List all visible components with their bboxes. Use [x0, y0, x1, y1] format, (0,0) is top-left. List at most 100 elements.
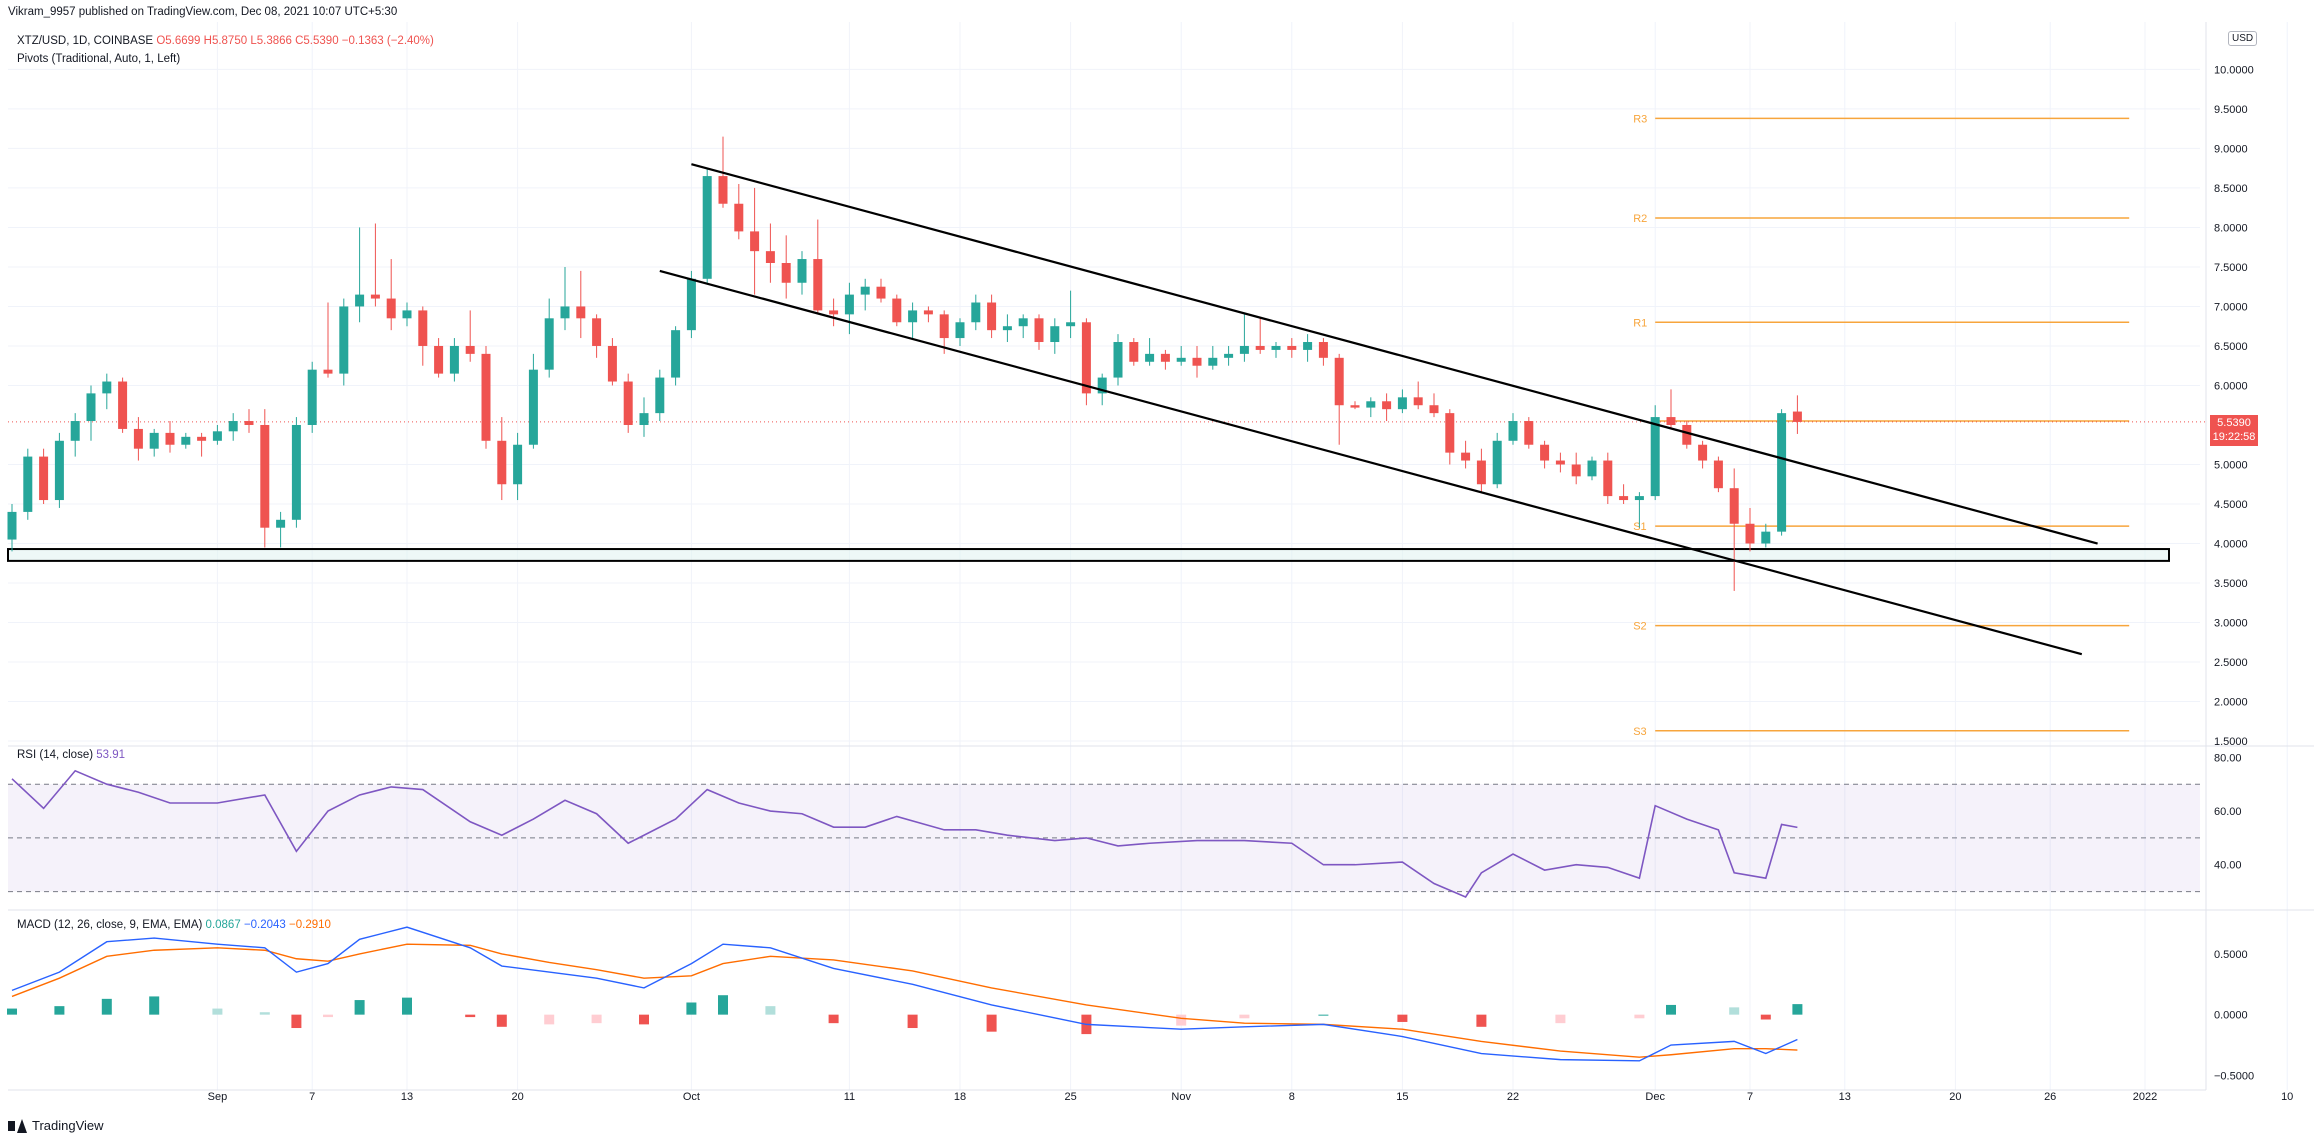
- candle: [1255, 318, 1265, 354]
- currency-badge[interactable]: USD: [2228, 31, 2258, 46]
- candle-body: [1476, 460, 1486, 485]
- price-axis-label: 5.0000: [2214, 459, 2248, 471]
- candle-body: [1634, 496, 1644, 501]
- symbol-legend: XTZ/USD, 1D, COINBASE O5.6699 H5.8750 L5…: [17, 35, 434, 47]
- candle-body: [355, 294, 365, 307]
- pivot-label-r2: R2: [1633, 213, 1647, 225]
- candle: [1666, 389, 1676, 429]
- macd-histogram-bar: [7, 1008, 17, 1015]
- candle: [829, 298, 839, 327]
- candle: [987, 294, 997, 339]
- candle-body: [734, 203, 744, 232]
- macd-histogram-bar: [465, 1014, 476, 1018]
- candle-body: [844, 294, 854, 315]
- candle-body: [1508, 421, 1518, 441]
- candle: [1208, 345, 1218, 370]
- candle: [655, 369, 665, 422]
- price-axis-label: 6.0000: [2214, 380, 2248, 392]
- candle-body: [987, 302, 997, 331]
- candle: [149, 428, 159, 457]
- time-axis-label: Oct: [683, 1091, 700, 1103]
- time-axis-label: 13: [1839, 1091, 1851, 1103]
- macd-histogram-bar: [1239, 1014, 1250, 1019]
- candle: [1761, 523, 1771, 548]
- symbol-info[interactable]: XTZ/USD, 1D, COINBASE: [17, 35, 154, 47]
- candle-body: [481, 353, 491, 441]
- macd-histogram-bar: [1318, 1014, 1329, 1016]
- macd-histogram-bar: [686, 1002, 697, 1015]
- macd-signal-line: [11, 943, 1798, 1058]
- time-axis-label: 25: [1064, 1091, 1076, 1103]
- macd-axis-label: 0.5000: [2214, 949, 2248, 961]
- candle-body: [1002, 326, 1012, 331]
- candle: [323, 302, 333, 378]
- time-axis-label: 8: [1289, 1091, 1295, 1103]
- macd-legend[interactable]: MACD (12, 26, close, 9, EMA, EMA) 0.0867…: [17, 919, 331, 931]
- price-axis-label: 9.5000: [2214, 104, 2248, 116]
- candle: [1129, 338, 1139, 366]
- candle: [418, 306, 428, 366]
- candle: [1619, 484, 1629, 504]
- candle: [1603, 452, 1613, 504]
- candle-body: [1492, 440, 1502, 485]
- candle: [1176, 345, 1186, 366]
- candle: [1081, 318, 1091, 406]
- candle: [1792, 395, 1802, 434]
- candle-body: [639, 413, 649, 425]
- ohlc-high: H5.8750: [203, 35, 248, 47]
- candle-body: [1777, 413, 1787, 532]
- trendline-channel-upper: [691, 163, 2098, 545]
- macd-histogram-bar: [1666, 1004, 1676, 1015]
- price-axis-label: 7.0000: [2214, 301, 2248, 313]
- candle-body: [750, 231, 760, 252]
- time-axis-label: 13: [401, 1091, 413, 1103]
- macd-histogram-bar: [1634, 1014, 1645, 1019]
- rsi-legend[interactable]: RSI (14, close) 53.91: [17, 749, 125, 761]
- support-zone: [7, 548, 2170, 562]
- candle-body: [1713, 460, 1723, 489]
- candle-body: [1145, 353, 1155, 362]
- candle: [971, 294, 981, 331]
- rsi-band-fill: [8, 784, 2200, 892]
- candle-body: [1066, 322, 1076, 327]
- candle: [291, 417, 301, 528]
- candle: [892, 294, 902, 327]
- macd-histogram-bar: [639, 1014, 649, 1025]
- candle: [1192, 345, 1202, 378]
- macd-axis-label: −0.5000: [2214, 1070, 2254, 1082]
- candle-body: [197, 436, 207, 441]
- macd-histogram-bar: [149, 996, 160, 1015]
- candle-body: [513, 444, 523, 485]
- candle-body: [892, 298, 902, 323]
- candle: [528, 353, 538, 449]
- last-price-tag: 5.5390 19:22:58: [2210, 415, 2258, 446]
- tradingview-logo[interactable]: TradingView: [8, 1118, 104, 1133]
- rsi-axis-label: 40.00: [2214, 860, 2242, 872]
- candle-body: [671, 330, 681, 378]
- candle-body: [1192, 357, 1202, 366]
- candle-body: [212, 431, 222, 441]
- candle-body: [1097, 377, 1107, 394]
- candle: [434, 338, 444, 378]
- candle-body: [1729, 488, 1739, 524]
- candle-body: [592, 318, 602, 346]
- macd-histogram-bar: [1729, 1007, 1740, 1015]
- candle-body: [1761, 531, 1771, 544]
- candle-body: [7, 511, 17, 540]
- candle-body: [1619, 496, 1629, 501]
- candle: [813, 219, 823, 315]
- candle-body: [102, 381, 112, 394]
- candle-body: [829, 310, 839, 315]
- candle-body: [1666, 417, 1676, 425]
- candle: [197, 432, 207, 457]
- candle: [355, 227, 365, 323]
- pivots-legend[interactable]: Pivots (Traditional, Auto, 1, Left): [17, 53, 181, 65]
- candle: [955, 318, 965, 346]
- candle: [1413, 381, 1423, 410]
- candle-body: [402, 310, 412, 319]
- macd-histogram-bar: [1760, 1014, 1771, 1020]
- candle-body: [971, 302, 981, 323]
- macd-histogram-bar: [259, 1012, 270, 1015]
- macd-histogram-bar: [291, 1014, 302, 1029]
